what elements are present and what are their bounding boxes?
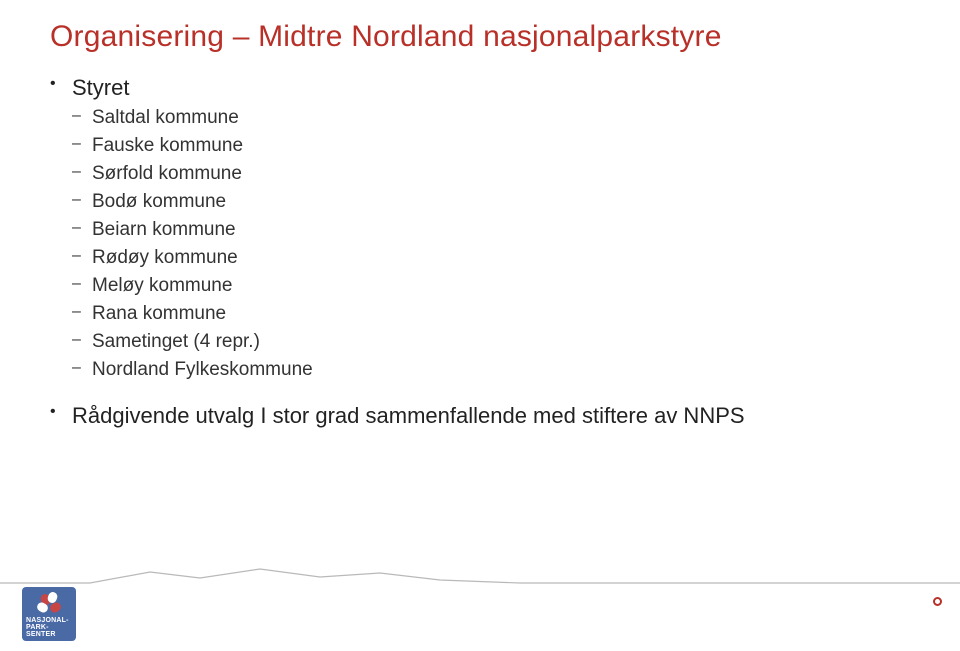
sub-bullet-text: Saltdal kommune — [92, 107, 239, 128]
logo-text-line: SENTER — [26, 631, 72, 638]
logo-text-line: NASJONAL- — [26, 617, 72, 624]
sub-bullet-text: Nordland Fylkeskommune — [92, 359, 313, 380]
bullet-text: Rådgivende utvalg I stor grad sammenfall… — [72, 403, 745, 428]
logo-flower-icon — [35, 592, 63, 614]
bullet-text: Styret — [72, 75, 129, 100]
slide: Organisering – Midtre Nordland nasjonalp… — [0, 0, 960, 651]
sub-bullet-text: Bodø kommune — [92, 191, 226, 212]
sub-bullet-text: Rana kommune — [92, 303, 226, 324]
logo-text: NASJONAL- PARK- SENTER — [26, 617, 72, 638]
sub-bullet-item: Fauske kommune — [72, 135, 745, 157]
logo-text-line: PARK- — [26, 624, 72, 631]
bullet-list-level2: Saltdal kommune Fauske kommune Sørfold k… — [72, 107, 745, 381]
sub-bullet-text: Rødøy kommune — [92, 247, 238, 268]
sub-bullet-item: Rana kommune — [72, 303, 745, 325]
sub-bullet-item: Beiarn kommune — [72, 219, 745, 241]
footer-dot-icon — [933, 597, 942, 606]
sub-bullet-item: Nordland Fylkeskommune — [72, 359, 745, 381]
sub-bullet-text: Fauske kommune — [92, 135, 243, 156]
mountain-path — [0, 569, 960, 583]
sub-bullet-item: Saltdal kommune — [72, 107, 745, 129]
bullet-item: Rådgivende utvalg I stor grad sammenfall… — [50, 403, 745, 429]
bullet-item: Styret Saltdal kommune Fauske kommune Sø… — [50, 75, 745, 381]
footer-logo: NASJONAL- PARK- SENTER — [22, 587, 76, 641]
sub-bullet-text: Sørfold kommune — [92, 163, 242, 184]
bullet-list-level1: Styret Saltdal kommune Fauske kommune Sø… — [50, 75, 745, 429]
sub-bullet-item: Sametinget (4 repr.) — [72, 331, 745, 353]
sub-bullet-item: Sørfold kommune — [72, 163, 745, 185]
slide-content: Styret Saltdal kommune Fauske kommune Sø… — [50, 75, 745, 433]
sub-bullet-text: Sametinget (4 repr.) — [92, 331, 260, 352]
logo-box: NASJONAL- PARK- SENTER — [22, 587, 76, 641]
sub-bullet-item: Meløy kommune — [72, 275, 745, 297]
sub-bullet-text: Beiarn kommune — [92, 219, 236, 240]
sub-bullet-item: Bodø kommune — [72, 191, 745, 213]
footer-mountain-line — [0, 563, 960, 593]
slide-title: Organisering – Midtre Nordland nasjonalp… — [50, 20, 722, 54]
sub-bullet-item: Rødøy kommune — [72, 247, 745, 269]
sub-bullet-text: Meløy kommune — [92, 275, 232, 296]
